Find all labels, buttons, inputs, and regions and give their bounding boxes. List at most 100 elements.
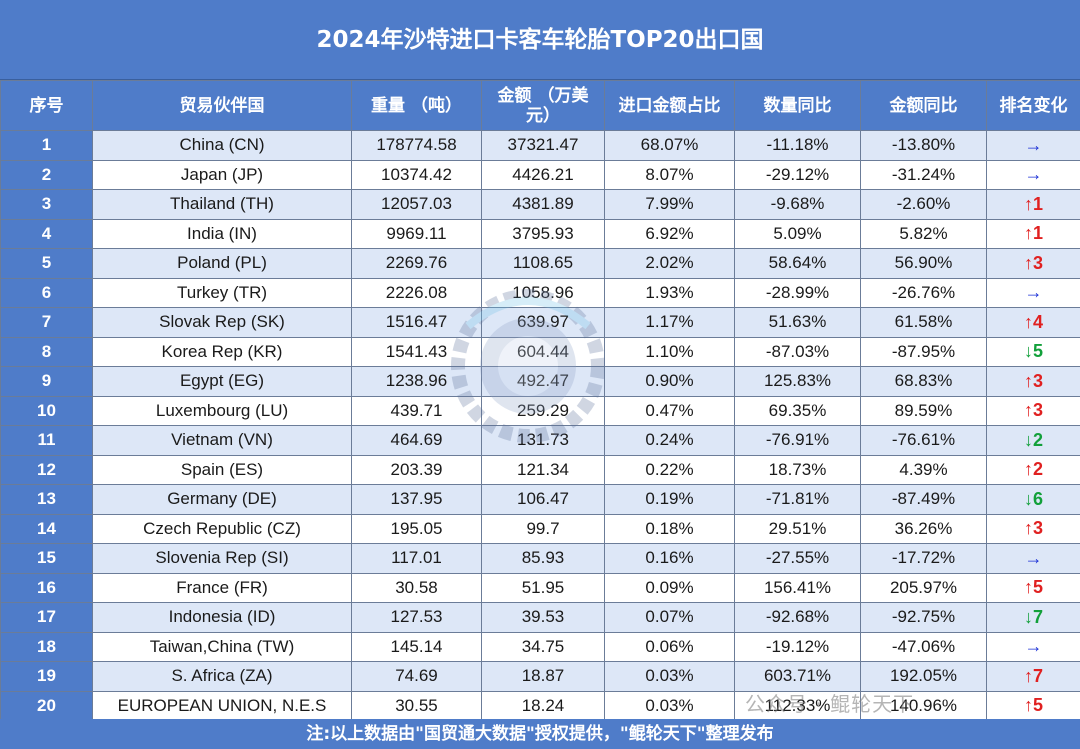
- cell-no: 5: [0, 248, 93, 279]
- cell-country: Vietnam (VN): [92, 425, 352, 456]
- cell-amount: 3795.93: [481, 218, 605, 249]
- cell-amount: 34.75: [481, 631, 605, 662]
- cell-share: 0.47%: [604, 395, 735, 426]
- table-row: 6 Turkey (TR) 2226.08 1058.96 1.93% -28.99% -2…: [0, 277, 1080, 308]
- cell-amt-yoy: -31.24%: [860, 159, 987, 190]
- cell-no: 1: [0, 130, 93, 161]
- cell-rank-change: →: [986, 543, 1080, 574]
- cell-amt-yoy: -47.06%: [860, 631, 987, 662]
- cell-no: 11: [0, 425, 93, 456]
- cell-weight: 145.14: [351, 631, 482, 662]
- cell-rank-change: ↑1: [986, 189, 1080, 220]
- cell-rank-change: ↑3: [986, 513, 1080, 544]
- cell-no: 18: [0, 631, 93, 662]
- table-row: 19 S. Africa (ZA) 74.69 18.87 0.03% 603.71% 19…: [0, 661, 1080, 692]
- header-no: 序号: [0, 80, 93, 131]
- cell-no: 19: [0, 661, 93, 692]
- cell-country: Slovenia Rep (SI): [92, 543, 352, 574]
- cell-rank-change: ↓5: [986, 336, 1080, 367]
- cell-rank-change: ↑3: [986, 248, 1080, 279]
- cell-weight: 439.71: [351, 395, 482, 426]
- table-row: 12 Spain (ES) 203.39 121.34 0.22% 18.73% 4.39%…: [0, 454, 1080, 485]
- table-row: 14 Czech Republic (CZ) 195.05 99.7 0.18% 29.5…: [0, 513, 1080, 544]
- cell-weight: 74.69: [351, 661, 482, 692]
- cell-amount: 604.44: [481, 336, 605, 367]
- cell-amt-yoy: 89.59%: [860, 395, 987, 426]
- cell-amt-yoy: -92.75%: [860, 602, 987, 633]
- cell-country: India (IN): [92, 218, 352, 249]
- cell-amount: 85.93: [481, 543, 605, 574]
- cell-no: 10: [0, 395, 93, 426]
- cell-share: 6.92%: [604, 218, 735, 249]
- cell-weight: 203.39: [351, 454, 482, 485]
- cell-country: Spain (ES): [92, 454, 352, 485]
- cell-qty-yoy: 603.71%: [734, 661, 861, 692]
- cell-no: 14: [0, 513, 93, 544]
- cell-country: Poland (PL): [92, 248, 352, 279]
- cell-amt-yoy: 192.05%: [860, 661, 987, 692]
- cell-qty-yoy: -11.18%: [734, 130, 861, 161]
- data-table: 序号 贸易伙伴国 重量 （吨） 金额 （万美元） 进口金额占比 数量同比 金额同…: [0, 80, 1080, 721]
- cell-qty-yoy: -87.03%: [734, 336, 861, 367]
- cell-share: 0.06%: [604, 631, 735, 662]
- cell-amt-yoy: 36.26%: [860, 513, 987, 544]
- cell-qty-yoy: -92.68%: [734, 602, 861, 633]
- cell-rank-change: ↓2: [986, 425, 1080, 456]
- cell-no: 3: [0, 189, 93, 220]
- cell-share: 0.18%: [604, 513, 735, 544]
- cell-qty-yoy: -28.99%: [734, 277, 861, 308]
- cell-share: 7.99%: [604, 189, 735, 220]
- cell-no: 12: [0, 454, 93, 485]
- header-qty-yoy: 数量同比: [734, 80, 861, 131]
- cell-country: Thailand (TH): [92, 189, 352, 220]
- cell-share: 2.02%: [604, 248, 735, 279]
- cell-share: 0.90%: [604, 366, 735, 397]
- table-row: 9 Egypt (EG) 1238.96 492.47 0.90% 125.83% 68.8…: [0, 366, 1080, 397]
- cell-share: 0.19%: [604, 484, 735, 515]
- cell-amount: 4426.21: [481, 159, 605, 190]
- cell-country: Slovak Rep (SK): [92, 307, 352, 338]
- cell-weight: 1516.47: [351, 307, 482, 338]
- cell-qty-yoy: 112.33%: [734, 690, 861, 721]
- table-row: 11 Vietnam (VN) 464.69 131.73 0.24% -76.91% -7…: [0, 425, 1080, 456]
- cell-weight: 2226.08: [351, 277, 482, 308]
- cell-qty-yoy: -29.12%: [734, 159, 861, 190]
- cell-share: 0.09%: [604, 572, 735, 603]
- cell-country: Luxembourg (LU): [92, 395, 352, 426]
- cell-country: Germany (DE): [92, 484, 352, 515]
- cell-amt-yoy: -76.61%: [860, 425, 987, 456]
- cell-amt-yoy: -17.72%: [860, 543, 987, 574]
- cell-rank-change: ↑1: [986, 218, 1080, 249]
- cell-no: 6: [0, 277, 93, 308]
- table-row: 8 Korea Rep (KR) 1541.43 604.44 1.10% -87.03%…: [0, 336, 1080, 367]
- table-row: 20 EUROPEAN UNION, N.E.S 30.55 18.24 0.03% 11…: [0, 690, 1080, 721]
- cell-amount: 259.29: [481, 395, 605, 426]
- cell-qty-yoy: -71.81%: [734, 484, 861, 515]
- header-amount: 金额 （万美元）: [481, 80, 605, 131]
- cell-amount: 18.87: [481, 661, 605, 692]
- cell-share: 0.22%: [604, 454, 735, 485]
- cell-share: 68.07%: [604, 130, 735, 161]
- cell-country: S. Africa (ZA): [92, 661, 352, 692]
- cell-weight: 30.55: [351, 690, 482, 721]
- cell-amt-yoy: 68.83%: [860, 366, 987, 397]
- header-row: 序号 贸易伙伴国 重量 （吨） 金额 （万美元） 进口金额占比 数量同比 金额同…: [0, 80, 1080, 131]
- table-row: 1 China (CN) 178774.58 37321.47 68.07% -11.18…: [0, 130, 1080, 161]
- cell-weight: 127.53: [351, 602, 482, 633]
- cell-amt-yoy: 140.96%: [860, 690, 987, 721]
- cell-country: Czech Republic (CZ): [92, 513, 352, 544]
- cell-amount: 131.73: [481, 425, 605, 456]
- cell-amount: 492.47: [481, 366, 605, 397]
- cell-weight: 2269.76: [351, 248, 482, 279]
- cell-no: 7: [0, 307, 93, 338]
- cell-country: Japan (JP): [92, 159, 352, 190]
- cell-rank-change: ↑3: [986, 366, 1080, 397]
- cell-country: Korea Rep (KR): [92, 336, 352, 367]
- table-body: 1 China (CN) 178774.58 37321.47 68.07% -11.18…: [0, 130, 1080, 721]
- cell-weight: 178774.58: [351, 130, 482, 161]
- cell-country: Indonesia (ID): [92, 602, 352, 633]
- cell-no: 17: [0, 602, 93, 633]
- cell-weight: 1541.43: [351, 336, 482, 367]
- cell-country: EUROPEAN UNION, N.E.S: [92, 690, 352, 721]
- cell-no: 15: [0, 543, 93, 574]
